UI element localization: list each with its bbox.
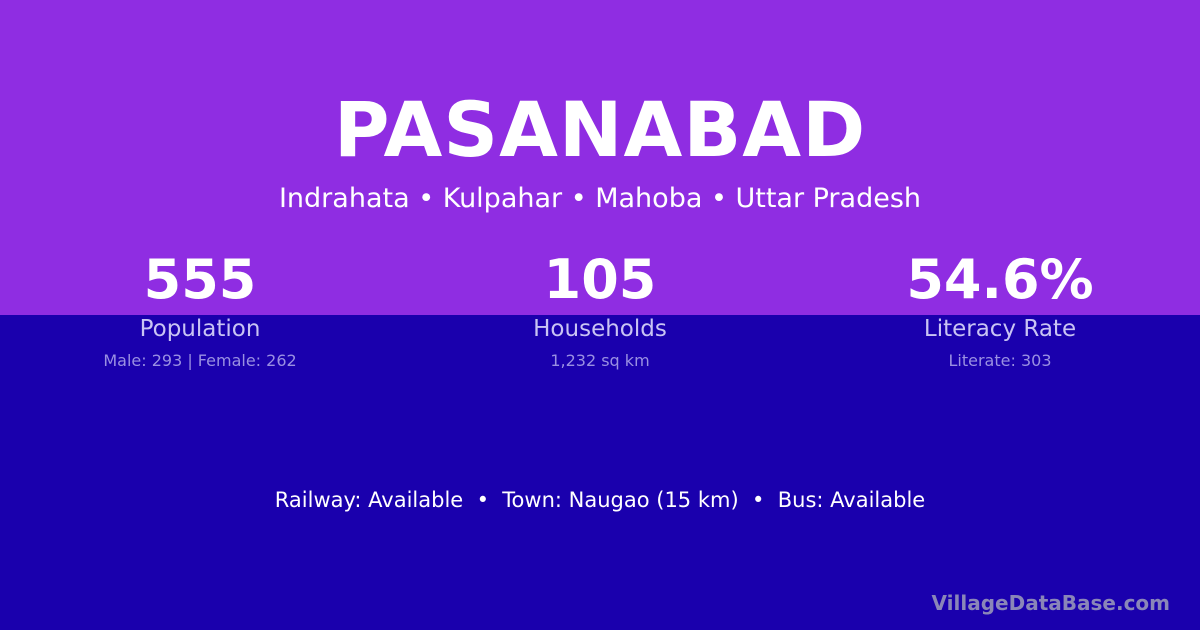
stat-value: 54.6%: [906, 248, 1094, 311]
stat-label: Households: [533, 316, 667, 342]
stat-population: 555 Population Male: 293 | Female: 262: [0, 248, 400, 372]
stat-label: Literacy Rate: [923, 316, 1077, 342]
stat-value: 555: [143, 248, 257, 311]
lower-band: [0, 315, 1200, 630]
stat-detail: Male: 293 | Female: 262: [103, 351, 297, 370]
connectivity-facts: Railway: Available • Town: Naugao (15 km…: [274, 488, 926, 512]
stat-detail: 1,232 sq km: [550, 351, 650, 370]
location-breadcrumb: Indrahata • Kulpahar • Mahoba • Uttar Pr…: [278, 183, 922, 214]
stat-households: 105 Households 1,232 sq km: [400, 248, 800, 372]
header-band: [0, 0, 1200, 315]
brand-logo: VillageDataBase.com: [931, 591, 1170, 615]
stat-literacy: 54.6% Literacy Rate Literate: 303: [800, 248, 1200, 372]
stat-detail: Literate: 303: [948, 351, 1052, 370]
stat-value: 105: [543, 248, 657, 311]
village-name: PASANABAD: [333, 85, 867, 174]
stat-label: Population: [139, 316, 261, 342]
